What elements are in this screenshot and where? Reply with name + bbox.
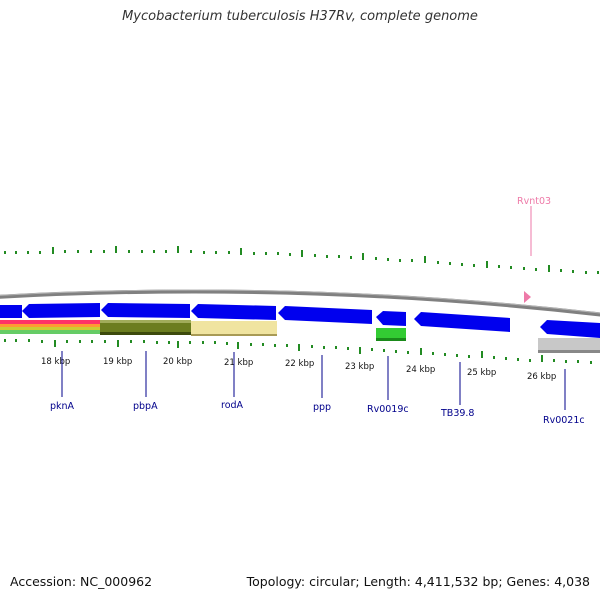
gene-label-rv0019c: Rv0019c xyxy=(367,404,409,415)
kbp-label: 25 kbp xyxy=(467,368,496,378)
gene-arrow xyxy=(376,311,406,326)
gene-label-ppp: ppp xyxy=(313,402,331,413)
gene-arrow xyxy=(22,303,100,318)
gene-label-pkna: pknA xyxy=(50,401,75,412)
rvnt-label: Rvnt03 xyxy=(517,196,551,207)
gene-arrow xyxy=(278,306,372,324)
kbp-label: 19 kbp xyxy=(103,357,132,367)
gene-label-tb39-8: TB39.8 xyxy=(440,408,474,419)
rvnt-marker-icon xyxy=(524,291,531,303)
kbp-label: 24 kbp xyxy=(406,365,435,375)
accession-text: Accession: NC_000962 xyxy=(10,574,153,589)
kbp-label: 21 kbp xyxy=(224,358,253,368)
gene-arrow xyxy=(540,320,600,338)
kbp-label: 23 kbp xyxy=(345,362,374,372)
inner-tick-row xyxy=(4,339,592,364)
gene-connectors xyxy=(61,351,566,410)
genome-summary-text: Topology: circular; Length: 4,411,532 bp… xyxy=(246,574,590,589)
kbp-label: 20 kbp xyxy=(163,357,192,367)
gene-arrows xyxy=(0,303,600,338)
kbp-label: 18 kbp xyxy=(41,357,70,367)
gene-arrow xyxy=(414,312,510,332)
kbp-labels: 18 kbp 19 kbp 20 kbp 21 kbp 22 kbp 23 kb… xyxy=(41,357,556,382)
gene-arrow xyxy=(191,304,276,320)
gene-arrow xyxy=(101,303,190,318)
kbp-label: 26 kbp xyxy=(527,372,556,382)
genome-title: Mycobacterium tuberculosis H37Rv, comple… xyxy=(122,9,478,24)
kbp-label: 22 kbp xyxy=(285,359,314,369)
gene-arrow xyxy=(0,305,22,318)
gene-label-roda: rodA xyxy=(221,400,244,411)
feature-bands xyxy=(0,320,600,353)
gene-label-pbpa: pbpA xyxy=(133,401,158,412)
outer-tick-row xyxy=(4,246,599,274)
backbone-highlight xyxy=(0,289,600,314)
gene-labels: pknA pbpA rodA ppp Rv0019c TB39.8 Rv0021… xyxy=(50,400,585,426)
genome-backbone xyxy=(0,289,600,317)
gene-label-rv0021c: Rv0021c xyxy=(543,415,585,426)
